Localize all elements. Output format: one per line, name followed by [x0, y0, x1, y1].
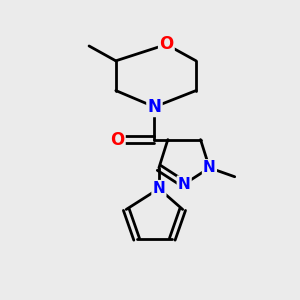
Text: N: N: [152, 181, 165, 196]
Text: O: O: [110, 130, 124, 148]
Text: N: N: [203, 160, 216, 175]
Text: N: N: [178, 177, 190, 192]
Text: O: O: [159, 35, 173, 53]
Text: N: N: [148, 98, 161, 116]
